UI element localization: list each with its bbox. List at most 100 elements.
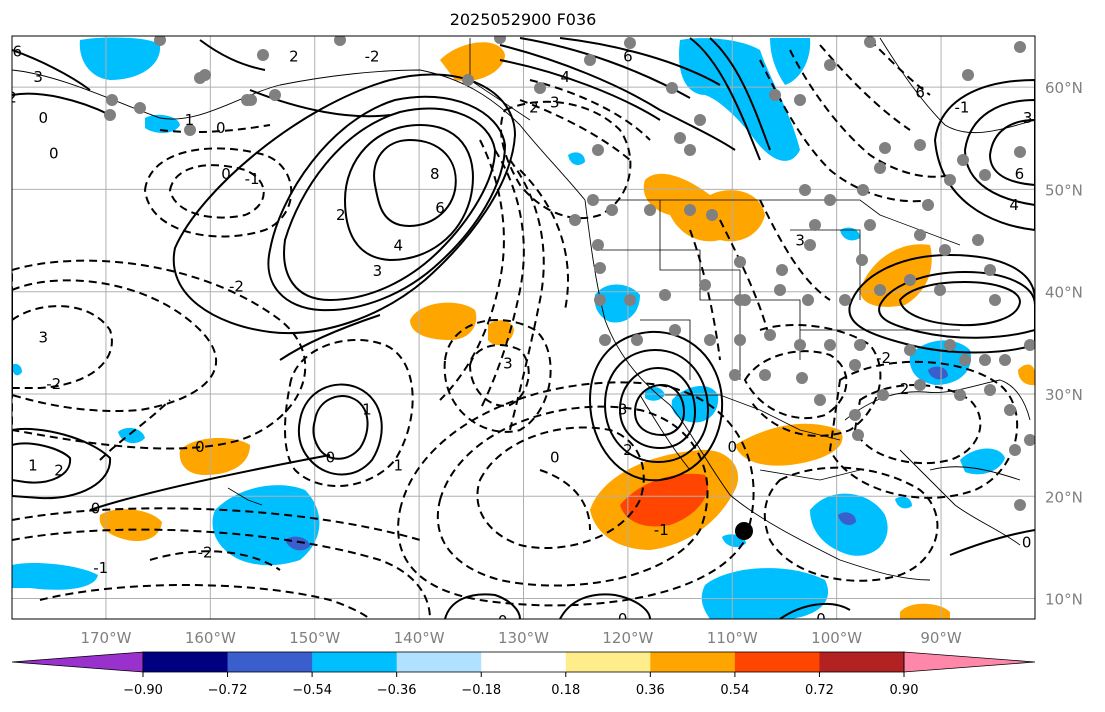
station-dot <box>914 229 926 241</box>
station-dot <box>257 49 269 61</box>
contour-value-label: 6 <box>915 83 925 101</box>
colorbar-extend-high <box>903 651 1036 673</box>
contour-north-2 <box>499 59 661 121</box>
station-dot <box>106 94 118 106</box>
colorbar-segment <box>734 652 820 672</box>
station-dot <box>659 289 671 301</box>
contour-ne-2 <box>963 98 1035 207</box>
contour-value-label: 4 <box>393 237 403 255</box>
colorbar-tick-label: 0.54 <box>720 683 749 698</box>
colorbar-segment <box>143 652 229 672</box>
contour-neg-alaska <box>159 124 271 134</box>
contour-neg-mexico-1 <box>743 350 848 420</box>
contour-value-label: 4 <box>560 68 570 86</box>
contour-neg-north-2 <box>519 99 631 161</box>
contour-high-3 <box>267 95 507 312</box>
station-dot <box>874 162 886 174</box>
station-dot <box>914 379 926 391</box>
station-dot <box>154 36 166 46</box>
contour-nw-2 <box>12 92 111 116</box>
colorbar-tick-label: −0.54 <box>292 683 332 698</box>
station-dot <box>134 102 146 114</box>
station-dot <box>734 256 746 268</box>
contour-neg-coast-4 <box>509 159 545 431</box>
positive-anomaly-shading <box>99 42 1035 619</box>
station-dot <box>824 194 836 206</box>
station-dot <box>534 82 546 94</box>
border-states-5 <box>640 319 691 380</box>
station-dot <box>849 409 861 421</box>
station-dot <box>644 204 656 216</box>
station-dot <box>802 294 814 306</box>
contour-neg-plains-3 <box>689 229 721 361</box>
contour-value-label: 6 <box>435 199 445 217</box>
colorbar-segment <box>481 652 567 672</box>
contour-neg-gulf-1 <box>853 384 982 465</box>
station-dot <box>914 139 926 151</box>
negative-contours <box>12 39 1019 619</box>
contour-value-label: -2 <box>876 349 891 367</box>
contour-east-1 <box>848 253 1035 354</box>
station-dot <box>704 334 716 346</box>
station-dot <box>854 339 866 351</box>
station-dot <box>857 184 869 196</box>
contour-value-label: 0 <box>728 438 738 456</box>
contour-neg-west-3 <box>12 259 307 450</box>
lon-tick-label: 160°W <box>185 629 236 647</box>
colorbar-segment <box>819 652 905 672</box>
lon-tick-label: 170°W <box>80 629 131 647</box>
station-dot <box>904 344 916 356</box>
lat-tick-label: 60°N <box>1045 79 1083 97</box>
station-dot <box>734 334 746 346</box>
contour-value-label: -2 <box>229 278 244 296</box>
station-dot <box>774 284 786 296</box>
station-dot <box>462 74 474 86</box>
contour-north-5 <box>689 37 761 161</box>
lon-tick-label: 90°W <box>920 629 962 647</box>
station-dot <box>944 174 956 186</box>
station-dot <box>666 82 678 94</box>
station-dot <box>199 69 211 81</box>
shade-darkblue-gulf <box>928 366 948 380</box>
map-title: 2025052900 F036 <box>450 10 597 29</box>
colorbar-tick-label: 0.72 <box>805 683 834 698</box>
contour-nw-4 <box>249 89 391 118</box>
station-dot <box>824 339 836 351</box>
colorbar-tick-label: 0.90 <box>890 683 919 698</box>
contour-neg-coast-2 <box>439 139 505 401</box>
contour-value-label: 3 <box>1023 109 1033 127</box>
station-dot <box>796 372 808 384</box>
contour-value-label: 3 <box>503 354 513 372</box>
border-us-mexico <box>665 394 841 441</box>
map-frame <box>11 35 1036 620</box>
station-dot <box>584 54 596 66</box>
station-dot <box>699 279 711 291</box>
contour-value-label: 0 <box>91 500 101 518</box>
colorbar-frame <box>142 651 905 673</box>
lat-tick-label: 20°N <box>1045 488 1083 506</box>
station-dot <box>599 334 611 346</box>
station-dot <box>794 339 806 351</box>
lat-tick-label: 10°N <box>1045 591 1083 609</box>
station-dot <box>624 294 636 306</box>
station-dot <box>839 294 851 306</box>
station-dot <box>594 262 606 274</box>
station-dot <box>972 234 984 246</box>
station-dot <box>989 294 1001 306</box>
station-dot <box>874 284 886 296</box>
contour-value-label: -1 <box>654 521 669 539</box>
contour-value-label: 0 <box>221 165 231 183</box>
lat-tick-label: 30°N <box>1045 386 1083 404</box>
contour-neg-south-2 <box>12 507 421 541</box>
coast-cuba <box>929 466 1021 481</box>
contour-value-label: -2 <box>365 47 380 65</box>
border-hawaii <box>227 487 263 506</box>
contour-value-label: 1 <box>28 457 38 475</box>
colorbar-tick-label: −0.18 <box>461 683 501 698</box>
contour-hawaii-high <box>312 395 369 460</box>
station-dot <box>856 254 868 266</box>
station-dot <box>494 36 506 44</box>
contour-west-high-1 <box>12 442 72 484</box>
station-dot <box>1004 404 1016 416</box>
contour-north-4 <box>559 37 721 86</box>
